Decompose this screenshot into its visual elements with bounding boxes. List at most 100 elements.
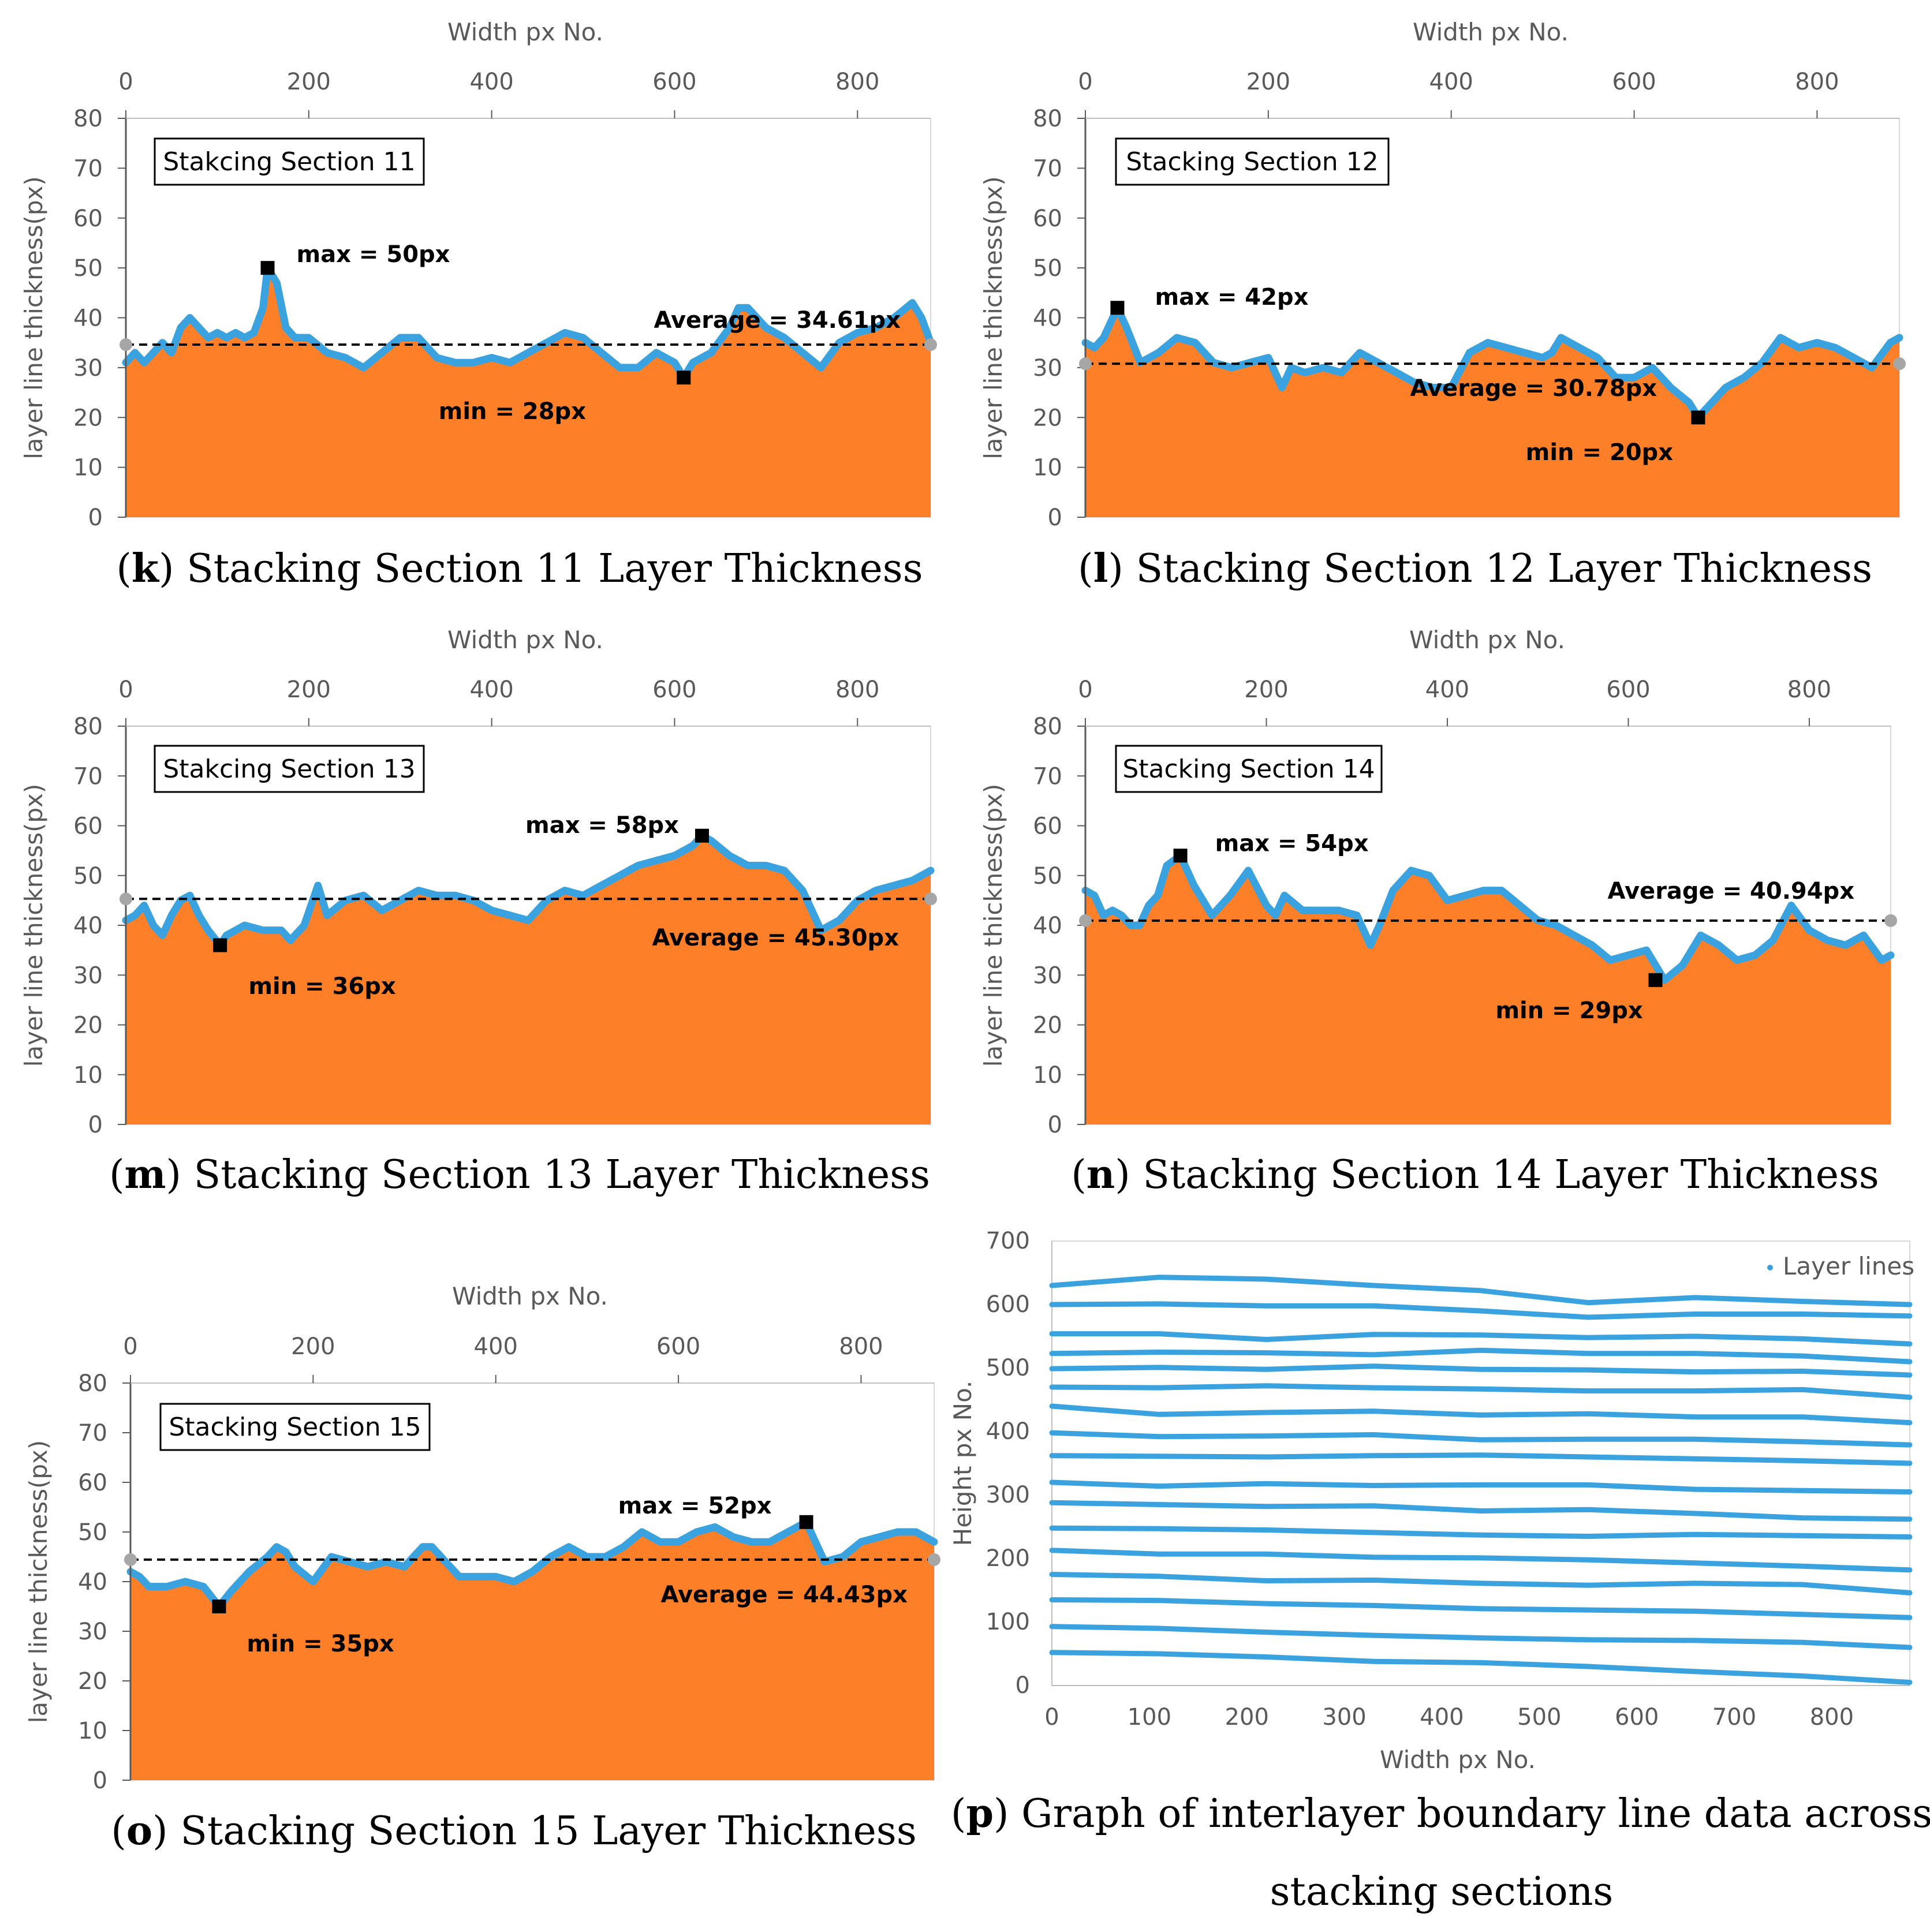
section-label: Stacking Section 12 [1126,147,1378,177]
average-endpoint-left [120,892,132,906]
average-label: Average = 40.94px [1607,878,1854,905]
x-tick-label: 400 [1420,1704,1464,1731]
y-tick-label: 40 [73,913,103,939]
thickness-area [126,835,931,1124]
section-label: Stakcing Section 13 [163,754,415,784]
y-tick-label: 30 [78,1619,107,1645]
min-label: min = 29px [1495,997,1643,1024]
section-label-box [1115,137,1390,186]
layer-line-6 [1049,1525,1913,1540]
caption: (k) Stacking Section 11 Layer Thickness [116,545,923,592]
x-tick-label: 200 [1244,677,1288,703]
layer-line-10 [1049,1430,1913,1448]
caption-paren-open: ( [951,1791,966,1837]
legend-label: Layer lines [1783,1252,1914,1280]
y-tick-label: 80 [1033,713,1062,740]
y-tick-label: 40 [78,1569,107,1595]
x-axis-title: Width px No. [447,626,603,654]
caption-paren-close: ) [994,1791,1021,1837]
min-marker [1648,973,1663,987]
y-tick-label: 60 [1033,205,1062,232]
layer-line-11 [1049,1403,1913,1426]
y-tick-label: 30 [1033,962,1062,989]
average-label: Average = 30.78px [1410,375,1657,402]
caption-letter: n [1087,1152,1115,1198]
y-tick-label: 80 [1033,106,1062,132]
average-endpoint-right [924,892,937,906]
y-tick-label: 70 [1033,763,1062,790]
average-endpoint-left [124,1553,137,1566]
y-tick-label: 10 [78,1718,107,1744]
x-tick-label: 400 [469,69,513,95]
y-tick-label: 80 [73,106,103,132]
x-tick-label: 0 [1078,69,1092,95]
y-tick-label: 20 [73,405,103,431]
caption-line-2: stacking sections [1270,1869,1614,1915]
average-endpoint-right [924,338,937,352]
min-marker [677,371,691,385]
caption: (p) Graph of interlayer boundary line da… [951,1791,1930,1837]
x-tick-label: 600 [1615,1704,1659,1731]
caption-paren-open: ( [1078,546,1093,592]
y-tick-label: 700 [986,1228,1030,1254]
average-label: Average = 45.30px [652,925,899,951]
caption-paren-close: ) [1108,546,1136,592]
y-tick-label: 0 [1016,1672,1030,1699]
x-axis-title: Width px No. [1409,626,1565,654]
y-tick-label: 200 [986,1545,1030,1572]
max-marker [799,1515,813,1529]
thickness-line [1081,851,1895,984]
y-tick-label: 50 [1033,863,1062,890]
average-endpoint-right [1893,357,1906,371]
layer-line-15 [1049,1331,1913,1347]
x-tick-label: 700 [1712,1704,1756,1731]
layer-line-14 [1049,1347,1913,1365]
x-tick-label: 200 [291,1333,335,1360]
y-tick-label: 30 [1033,355,1062,382]
x-tick-label: 800 [1787,677,1831,703]
y-tick-label: 70 [78,1420,107,1447]
caption: (n) Stacking Section 14 Layer Thickness [1071,1152,1879,1198]
average-endpoint-left [1079,357,1092,371]
y-tick-label: 40 [73,305,103,332]
caption-text: Stacking Section 15 Layer Thickness [180,1808,916,1854]
max-label: max = 50px [297,241,450,268]
section-label: Stacking Section 14 [1122,754,1375,784]
y-tick-label: 60 [1033,813,1062,840]
layer-line-8 [1049,1479,1913,1494]
x-tick-label: 800 [835,677,879,703]
x-tick-label: 300 [1322,1704,1366,1731]
x-axis-title: Width px No. [1413,18,1569,46]
min-label: min = 35px [247,1631,394,1657]
caption-letter: l [1093,545,1108,592]
max-marker [1110,301,1125,315]
max-marker [1173,849,1188,863]
y-tick-label: 20 [1033,1012,1062,1039]
chart-p: 0 100 200 300 400 500 600 700 0 100 200 300 400 500 60… [949,1228,1930,1915]
y-tick-label: 50 [73,863,103,890]
y-tick-label: 70 [1033,155,1062,182]
y-axis-title: layer line thickness(px) [979,176,1007,459]
section-label: Stacking Section 15 [169,1412,421,1442]
section-label-box [154,745,425,793]
y-axis-title: layer line thickness(px) [24,1440,53,1724]
average-label: Average = 34.61px [654,307,901,334]
x-tick-label: 600 [652,69,696,95]
caption-paren-open: ( [116,546,132,592]
y-tick-label: 50 [73,255,103,282]
y-tick-label: 30 [73,962,103,989]
x-tick-label: 500 [1517,1704,1561,1731]
min-label: min = 20px [1526,439,1674,466]
x-tick-label: 200 [287,677,331,703]
max-label: max = 54px [1215,830,1369,857]
layer-line-3 [1049,1597,1913,1620]
caption-letter: k [132,545,160,592]
section-label-box [159,1403,431,1451]
caption-paren-close: ) [166,1152,193,1198]
average-endpoint-left [1079,914,1092,927]
x-axis-title: Width px No. [452,1282,608,1310]
x-tick-label: 200 [1246,69,1290,95]
y-tick-label: 0 [88,1112,103,1138]
